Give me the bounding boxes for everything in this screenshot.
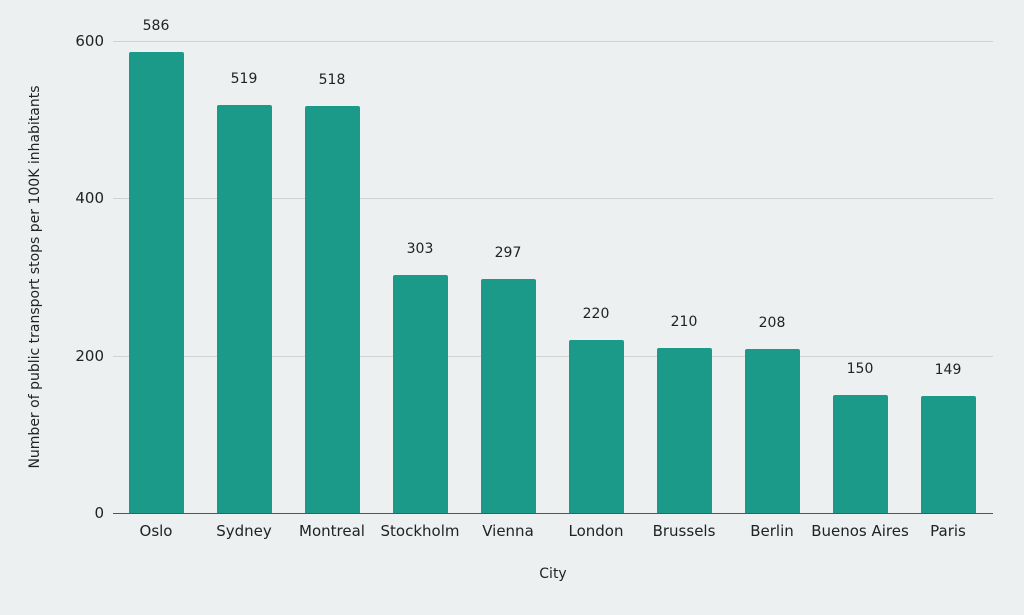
x-tick-label: Stockholm <box>380 522 460 540</box>
data-label: 518 <box>318 71 346 88</box>
bar[interactable] <box>216 104 272 513</box>
bar[interactable] <box>304 105 360 513</box>
y-tick-label: 0 <box>94 504 104 522</box>
y-axis-label: Number of public transport stops per 100… <box>27 85 43 469</box>
bar[interactable] <box>920 395 976 513</box>
bar[interactable] <box>656 347 712 513</box>
x-tick-label: Paris <box>930 522 966 540</box>
data-label: 297 <box>494 245 522 262</box>
bar[interactable] <box>480 279 536 513</box>
bar[interactable] <box>744 349 800 513</box>
data-label: 208 <box>758 315 786 332</box>
x-axis-label: City <box>539 566 567 582</box>
x-tick-label: Buenos Aires <box>811 522 909 540</box>
bar[interactable] <box>568 339 624 513</box>
x-tick-label: Brussels <box>652 522 716 540</box>
bar[interactable] <box>392 274 448 513</box>
x-axis-line <box>113 513 993 514</box>
data-label: 519 <box>230 70 258 87</box>
gridline <box>113 355 993 357</box>
bar[interactable] <box>832 395 888 513</box>
x-tick-label: Berlin <box>750 522 794 540</box>
gridline <box>113 198 993 200</box>
x-tick-label: London <box>568 522 624 540</box>
x-tick-label: Vienna <box>482 522 534 540</box>
x-tick-label: Montreal <box>299 522 365 540</box>
data-label: 586 <box>142 18 170 34</box>
y-tick-label: 200 <box>75 346 104 365</box>
data-label: 303 <box>406 240 434 257</box>
data-label: 210 <box>670 313 698 330</box>
gridline <box>113 41 993 42</box>
data-label: 220 <box>582 305 610 322</box>
bar[interactable] <box>128 52 184 513</box>
y-tick-label: 600 <box>75 32 104 50</box>
data-label: 149 <box>934 361 962 378</box>
data-label: 150 <box>846 361 874 377</box>
x-tick-label: Oslo <box>139 522 173 540</box>
y-tick-label: 400 <box>75 189 104 208</box>
x-tick-label: Sydney <box>216 522 272 540</box>
